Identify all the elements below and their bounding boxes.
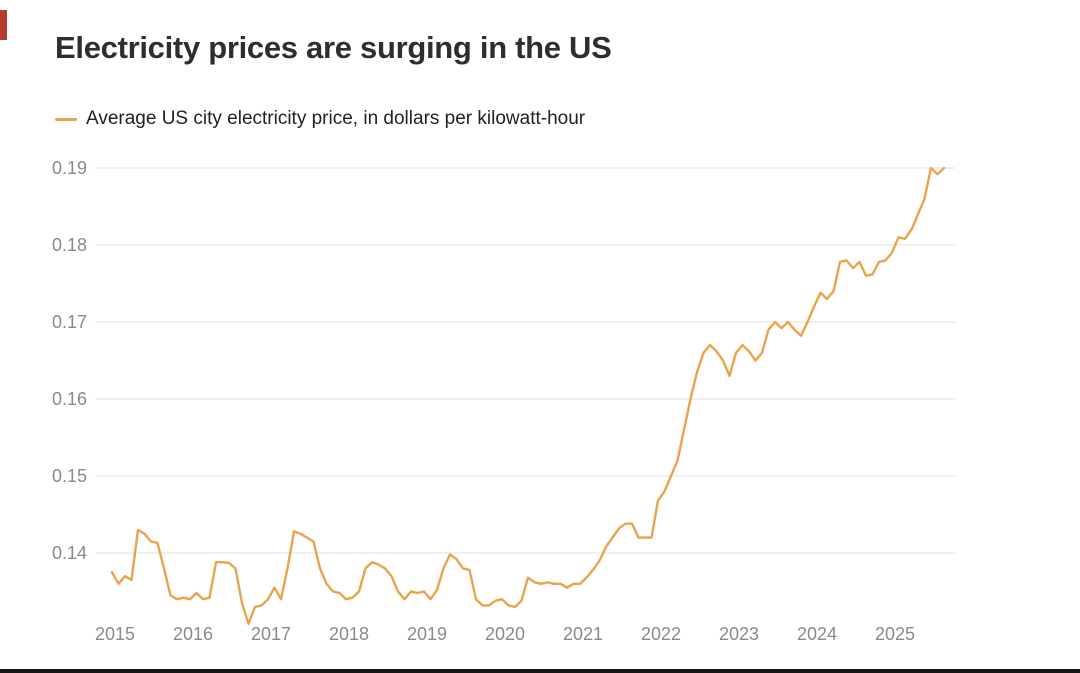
x-axis-tick-label: 2015 [95, 624, 135, 644]
chart-title: Electricity prices are surging in the US [55, 30, 612, 65]
y-axis-tick-label: 0.15 [52, 466, 87, 486]
x-axis-tick-label: 2025 [875, 624, 915, 644]
bottom-edge-bar [0, 669, 1080, 673]
y-axis-tick-label: 0.18 [52, 235, 87, 255]
y-axis-tick-label: 0.17 [52, 312, 87, 332]
legend-line-swatch [55, 117, 77, 121]
legend-label: Average US city electricity price, in do… [86, 108, 586, 129]
x-axis-tick-label: 2020 [485, 624, 525, 644]
x-axis-tick-label: 2016 [173, 624, 213, 644]
x-axis-tick-label: 2018 [329, 624, 369, 644]
y-axis-tick-label: 0.14 [52, 543, 87, 563]
x-axis-tick-label: 2024 [797, 624, 837, 644]
x-axis-tick-label: 2023 [719, 624, 759, 644]
x-axis-tick-label: 2017 [251, 624, 291, 644]
price-line [110, 166, 946, 625]
x-axis-tick-label: 2019 [407, 624, 447, 644]
y-axis-tick-label: 0.19 [52, 158, 87, 178]
legend: Average US city electricity price, in do… [55, 108, 585, 130]
red-edge-mark [0, 10, 7, 40]
x-axis-tick-label: 2022 [641, 624, 681, 644]
y-axis-tick-label: 0.16 [52, 389, 87, 409]
x-axis-tick-label: 2021 [563, 624, 603, 644]
